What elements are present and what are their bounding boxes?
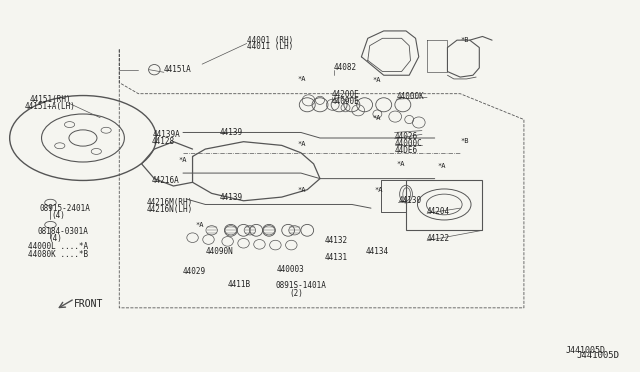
Text: 44151+A(LH): 44151+A(LH) [25, 102, 76, 111]
Text: 44139: 44139 [220, 193, 243, 202]
Text: 08184-0301A: 08184-0301A [37, 227, 88, 235]
Text: 44000K: 44000K [396, 92, 424, 101]
Text: 44122: 44122 [427, 234, 450, 243]
Text: 44134: 44134 [366, 247, 389, 256]
Bar [406, 180, 483, 230]
Text: 44011 (LH): 44011 (LH) [246, 42, 293, 51]
Text: 44139A: 44139A [152, 130, 180, 139]
Text: (4): (4) [49, 234, 63, 243]
Text: *A: *A [298, 76, 306, 82]
Text: 44080K ....*B: 44080K ....*B [28, 250, 88, 259]
Text: *A: *A [298, 141, 306, 147]
Text: 44139: 44139 [220, 128, 243, 137]
Text: J441005D: J441005D [577, 350, 620, 359]
Text: 44000L ....*A: 44000L ....*A [28, 243, 88, 251]
Text: *B: *B [460, 37, 468, 43]
Text: *A: *A [195, 222, 204, 228]
Text: 44132: 44132 [325, 236, 348, 245]
Text: (4): (4) [51, 211, 65, 220]
Text: 44130: 44130 [398, 196, 422, 205]
Text: 44029: 44029 [183, 267, 206, 276]
Text: 4415lA: 4415lA [164, 65, 191, 74]
Text: (2): (2) [289, 289, 303, 298]
Text: *A: *A [396, 161, 405, 167]
Text: *A: *A [374, 187, 383, 193]
Text: *A: *A [438, 163, 446, 169]
Text: 44082: 44082 [334, 63, 357, 72]
Text: 44151(RH): 44151(RH) [30, 95, 72, 104]
Text: *A: *A [179, 157, 187, 163]
Text: 44216N(LH): 44216N(LH) [147, 205, 193, 214]
Text: 44026: 44026 [394, 132, 418, 141]
Text: 44001 (RH): 44001 (RH) [246, 36, 293, 45]
Text: J441005D: J441005D [565, 346, 605, 355]
Text: 44128: 44128 [151, 137, 174, 146]
Text: FRONT: FRONT [74, 299, 103, 309]
Text: 44131: 44131 [325, 253, 348, 263]
Text: 0891S-1401A: 0891S-1401A [275, 281, 326, 290]
Text: 44216A: 44216A [151, 176, 179, 185]
Text: 44200E: 44200E [332, 90, 360, 99]
Text: *A: *A [372, 115, 381, 121]
Text: 44000C: 44000C [394, 139, 422, 148]
Text: *B: *B [460, 138, 468, 144]
Text: 4411B: 4411B [228, 280, 251, 289]
Text: 44090N: 44090N [205, 247, 233, 256]
Text: *A: *A [372, 77, 381, 83]
Text: 44204: 44204 [427, 206, 450, 216]
Text: 44090E: 44090E [332, 97, 360, 106]
Text: 08915-2401A: 08915-2401A [40, 203, 90, 213]
Text: 44DE6: 44DE6 [394, 146, 418, 155]
Text: 44216M(RH): 44216M(RH) [147, 198, 193, 207]
Text: 440003: 440003 [276, 264, 305, 273]
Text: *A: *A [298, 187, 306, 193]
